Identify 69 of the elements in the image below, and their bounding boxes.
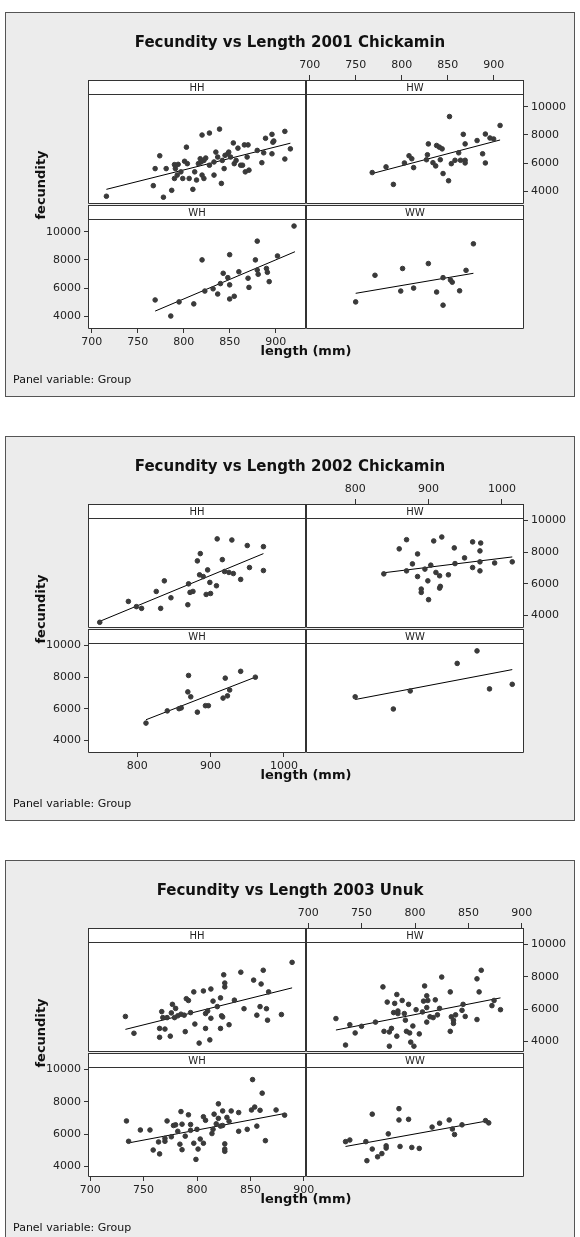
y-tick-label: 10000 <box>531 513 566 527</box>
y-tick-label: 10000 <box>46 638 81 652</box>
x-tick-label: 700 <box>81 335 103 349</box>
x-tick-label: 700 <box>297 906 319 920</box>
x-tick-label: 750 <box>351 906 373 920</box>
y-tick-label: 6000 <box>531 576 559 590</box>
y-tick-label: 8000 <box>53 252 81 266</box>
y-tick-label: 4000 <box>53 1159 81 1173</box>
y-tick-label: 10000 <box>46 1062 81 1076</box>
y-tick-label: 6000 <box>53 701 81 715</box>
text: Panel variable: Group <box>13 1221 132 1234</box>
chart-title: WH <box>88 205 306 220</box>
x-tick-label: 900 <box>265 335 287 349</box>
y-tick-label: 4000 <box>531 1034 559 1048</box>
text: Panel variable: Group <box>13 797 132 810</box>
y-tick-label: 6000 <box>531 155 559 169</box>
y-tick-label: 8000 <box>531 544 559 558</box>
y-tick-label: 4000 <box>531 608 559 622</box>
x-tick-label: 800 <box>186 1183 208 1197</box>
y-tick-label: 4000 <box>53 733 81 747</box>
x-tick-label: 900 <box>483 58 505 72</box>
x-tick-label: 1000 <box>487 482 516 496</box>
chart-title: WH <box>88 1053 306 1068</box>
chart-title: WW <box>306 629 524 644</box>
chart-title: HW <box>306 928 524 943</box>
chart-title: HH <box>88 80 306 95</box>
chart-title: HH <box>88 928 306 943</box>
x-tick-label: 900 <box>511 906 533 920</box>
x-tick-label: 900 <box>418 482 440 496</box>
x-tick-label: 800 <box>404 906 426 920</box>
x-tick-label: 850 <box>457 906 479 920</box>
y-tick-label: 10000 <box>531 937 566 951</box>
x-tick-label: 800 <box>126 759 148 773</box>
chart-title: WW <box>306 205 524 220</box>
x-tick-label: 900 <box>200 759 222 773</box>
y-tick-label: 6000 <box>531 1002 559 1016</box>
x-tick-label: 800 <box>344 482 366 496</box>
x-tick-label: 750 <box>127 335 149 349</box>
y-tick-label: 6000 <box>53 280 81 294</box>
y-tick-label: 10000 <box>531 99 566 113</box>
chart-title: HH <box>88 504 306 519</box>
y-axis-title: fecundity <box>32 574 48 644</box>
y-tick-label: 8000 <box>531 969 559 983</box>
y-axis-title: fecundity <box>32 998 48 1068</box>
x-tick-label: 850 <box>239 1183 261 1197</box>
x-tick-label: 750 <box>345 58 367 72</box>
y-tick-label: 6000 <box>53 1127 81 1141</box>
y-axis-title: fecundity <box>32 150 48 220</box>
y-tick-label: 4000 <box>53 309 81 323</box>
chart-title: HW <box>306 504 524 519</box>
text: Fecundity vs Length 2002 Chickamin <box>133 457 447 475</box>
chart-title: HW <box>306 80 524 95</box>
y-tick-label: 10000 <box>46 224 81 238</box>
x-tick-label: 700 <box>299 58 321 72</box>
text: Panel variable: Group <box>13 373 132 386</box>
x-tick-label: 700 <box>79 1183 101 1197</box>
x-tick-label: 800 <box>173 335 195 349</box>
x-tick-label: 850 <box>219 335 241 349</box>
x-tick-label: 750 <box>133 1183 155 1197</box>
y-tick-label: 8000 <box>53 1094 81 1108</box>
x-tick-label: 800 <box>391 58 413 72</box>
text: Fecundity vs Length 2003 Unuk <box>155 881 425 899</box>
chart-title: WW <box>306 1053 524 1068</box>
y-tick-label: 8000 <box>53 669 81 683</box>
chart-title: WH <box>88 629 306 644</box>
x-tick-label: 850 <box>437 58 459 72</box>
text: Fecundity vs Length 2001 Chickamin <box>133 33 447 51</box>
y-tick-label: 8000 <box>531 127 559 141</box>
y-tick-label: 4000 <box>531 184 559 198</box>
